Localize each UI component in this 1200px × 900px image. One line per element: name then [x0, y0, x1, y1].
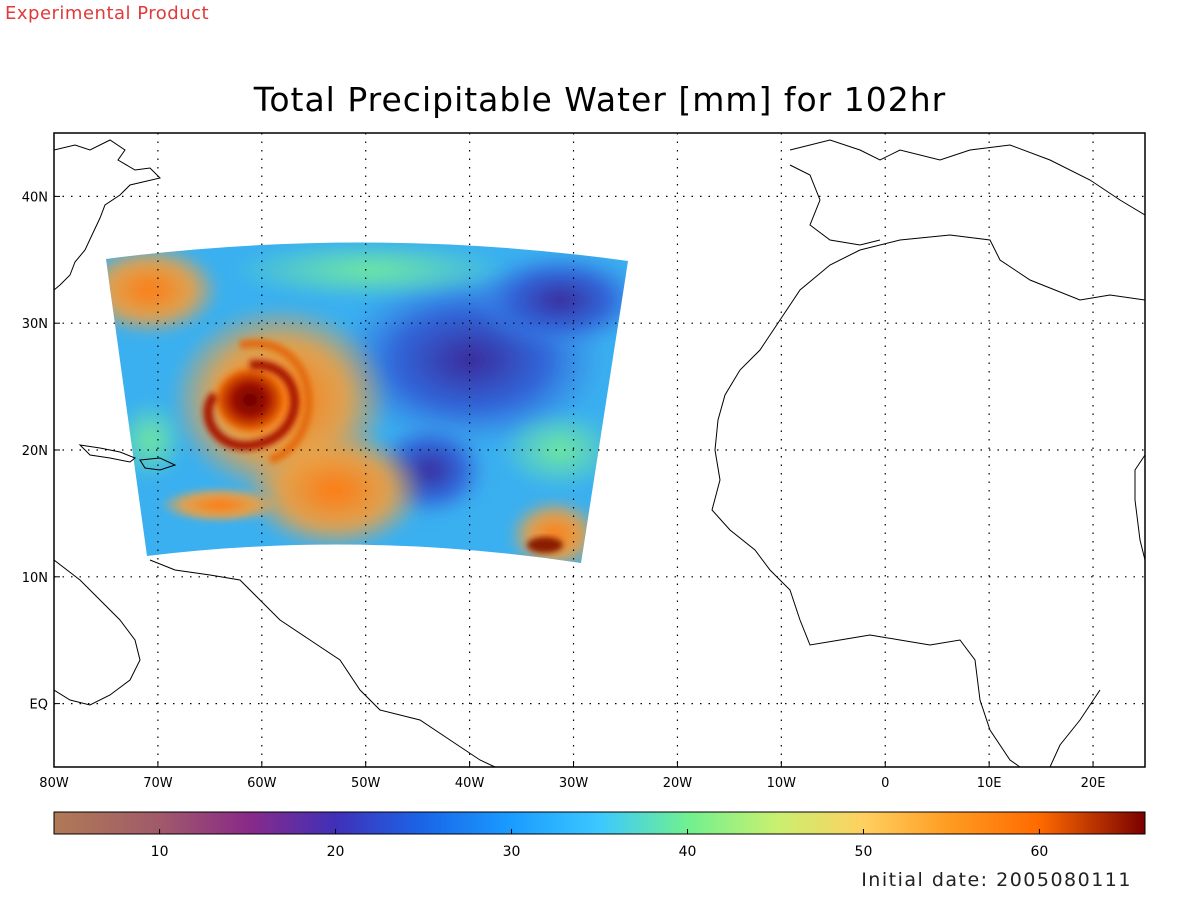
lon-tick-label: 60W	[247, 776, 277, 791]
coastline-north-africa	[859, 234, 1145, 301]
colorbar-ticks: 10 20 30 40 50 60	[151, 829, 1049, 860]
lon-tick-label: 30W	[559, 776, 589, 791]
graticule	[54, 133, 1145, 767]
lat-tick-label: 10N	[22, 571, 48, 586]
coastline-west-africa	[711, 249, 1021, 767]
lat-tick-label: 20N	[22, 444, 48, 459]
lon-tick-label: 20W	[663, 776, 693, 791]
initial-date: Initial date: 2005080111	[861, 869, 1132, 891]
coastline-cuba	[78, 444, 136, 463]
axis-ticks: 80W 70W 60W 50W 40W 30W 20W 10W 0 10E 20E EQ 10N 20N 3…	[22, 190, 1106, 791]
lat-tick-label: 40N	[22, 190, 48, 205]
colorbar-tick-label: 30	[503, 844, 521, 860]
coastline-hispaniola	[139, 457, 177, 471]
lon-tick-label: 80W	[39, 776, 69, 791]
coastline-southern-africa	[1049, 689, 1101, 767]
colorbar-tick-label: 60	[1031, 844, 1049, 860]
lon-tick-label: 20E	[1081, 776, 1106, 791]
lon-tick-label: 40W	[455, 776, 485, 791]
lon-tick-label: 0	[881, 776, 889, 791]
map-frame	[53, 132, 1146, 768]
colorbar-tick-label: 50	[855, 844, 873, 860]
colorbar-tick-label: 20	[327, 844, 345, 860]
lon-tick-label: 10W	[767, 776, 797, 791]
lon-tick-label: 10E	[977, 776, 1002, 791]
lon-tick-label: 70W	[143, 776, 173, 791]
coastline-europe	[789, 139, 1145, 216]
lat-tick-label: EQ	[30, 698, 48, 713]
tpw-data-swath	[106, 242, 628, 563]
lon-tick-label: 50W	[351, 776, 381, 791]
coastline-east-africa	[1134, 454, 1145, 561]
coastlines	[54, 139, 1145, 767]
coastline-north-america	[54, 139, 161, 291]
experimental-product-label: Experimental Product	[5, 3, 210, 24]
coastline-south-america	[149, 559, 496, 767]
map-title: Total Precipitable Water [mm] for 102hr	[253, 80, 947, 119]
colorbar-tick-label: 10	[151, 844, 169, 860]
coastline-iberia	[789, 164, 881, 246]
colorbar	[53, 811, 1146, 835]
lat-tick-label: 30N	[22, 317, 48, 332]
colorbar-tick-label: 40	[679, 844, 697, 860]
coastline-central-america	[54, 559, 141, 706]
